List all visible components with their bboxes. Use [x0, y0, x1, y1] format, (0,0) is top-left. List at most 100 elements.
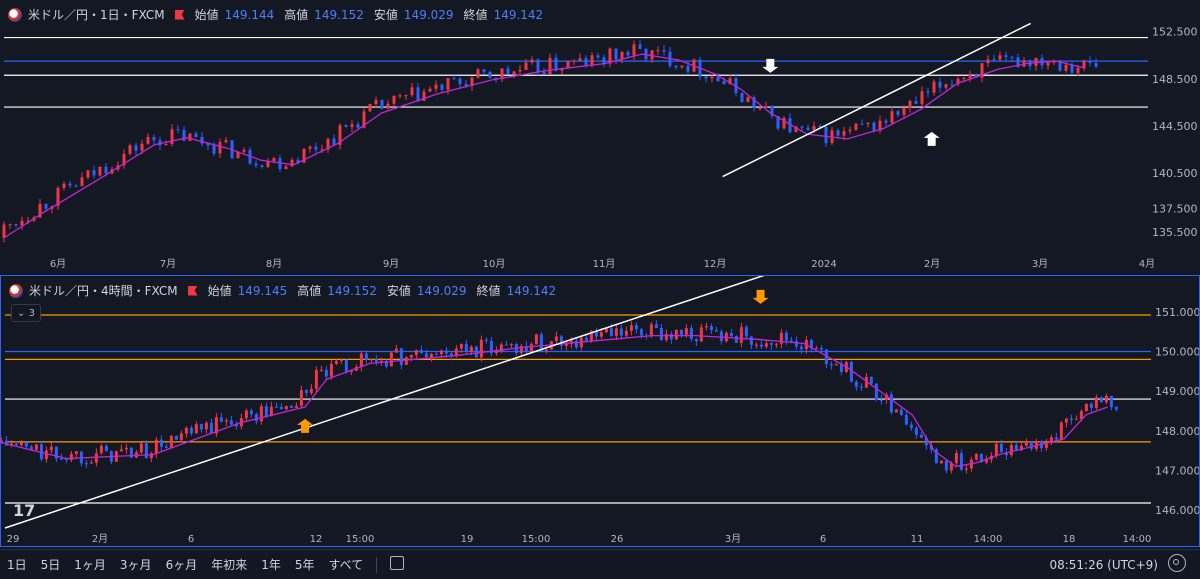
candle-body	[729, 333, 733, 337]
x-tick-label: 7月	[160, 258, 176, 270]
candle-body	[284, 405, 288, 410]
candle-body	[389, 352, 393, 367]
low-value: 149.029	[403, 7, 454, 22]
candle-body	[1004, 452, 1008, 456]
candle-body	[902, 107, 906, 115]
candle-body	[179, 433, 183, 440]
x-tick-label: 6	[820, 534, 826, 545]
candle-body	[169, 435, 173, 448]
candle-body	[614, 328, 618, 336]
candle-body	[164, 144, 168, 146]
candle-body	[4, 440, 8, 446]
candle-body	[274, 406, 278, 408]
candle-body	[548, 57, 552, 75]
candle-body	[464, 343, 468, 352]
candle-body	[800, 126, 804, 128]
candle-body	[829, 364, 833, 366]
range-3m[interactable]: 3ヶ月	[119, 558, 152, 572]
bottom-toolbar: 1日 5日 1ヶ月 3ヶ月 6ヶ月 年初来 1年 5年 すべて 08:51:26…	[0, 549, 1200, 579]
candle-body	[272, 158, 276, 161]
candle-body	[278, 158, 282, 170]
candle-body	[14, 224, 18, 226]
candle-body	[174, 435, 178, 440]
symbol-title[interactable]: 米ドル／円・4時間・FXCM	[29, 284, 178, 298]
candle-body	[494, 350, 498, 354]
close-label: 終値	[463, 8, 488, 22]
candle-body	[419, 350, 423, 354]
candle-body	[596, 55, 600, 58]
candle-body	[146, 136, 150, 144]
candle-body	[339, 360, 343, 362]
candle-body	[1059, 422, 1063, 440]
range-1d[interactable]: 1日	[7, 558, 27, 572]
candle-body	[869, 376, 873, 384]
range-1m[interactable]: 1ヶ月	[74, 558, 106, 572]
4h-chart-panel[interactable]: 151.000 150.000 149.000 148.000 147.000 146.0…	[0, 275, 1200, 547]
candle-body	[614, 48, 618, 60]
candle-body	[244, 410, 248, 419]
candle-body	[56, 187, 60, 206]
compare-icon[interactable]	[383, 556, 411, 573]
candle-body	[69, 453, 73, 461]
candle-body	[959, 453, 963, 470]
candle-body	[474, 346, 478, 358]
4h-legend: 米ドル／円・4時間・FXCM 始値 149.145 高値 149.152 安値 149…	[9, 282, 560, 299]
candle-body	[1094, 397, 1098, 408]
x-tick-label: 2月	[924, 258, 940, 270]
arrow-up-icon	[297, 418, 314, 433]
candle-body	[619, 328, 623, 336]
candle-body	[536, 59, 540, 72]
candle-body	[836, 130, 840, 136]
range-6m[interactable]: 6ヶ月	[165, 558, 198, 572]
candle-body	[680, 65, 684, 68]
candle-body	[684, 328, 688, 335]
candle-body	[1094, 62, 1098, 67]
candle-body	[584, 337, 588, 341]
candle-body	[602, 57, 606, 64]
candle-body	[214, 417, 218, 434]
candle-body	[64, 459, 68, 461]
candle-body	[714, 330, 718, 332]
candle-body	[572, 60, 576, 62]
candle-body	[229, 420, 233, 425]
range-ytd[interactable]: 年初来	[211, 558, 248, 572]
range-5y[interactable]: 5年	[294, 558, 315, 572]
candle-body	[260, 165, 264, 167]
candle-body	[529, 344, 533, 352]
candle-body	[59, 458, 63, 460]
candle-body	[290, 159, 294, 167]
candle-body	[704, 326, 708, 328]
candle-body	[194, 424, 198, 434]
candle-body	[992, 59, 996, 61]
candle-body	[834, 364, 838, 366]
candle-body	[694, 339, 698, 342]
range-all[interactable]: すべて	[328, 558, 364, 572]
candle-body	[489, 340, 493, 354]
candle-body	[294, 405, 298, 408]
candle-body	[68, 183, 72, 186]
x-tick-label: 26	[611, 534, 624, 545]
candle-body	[539, 334, 543, 351]
candle-body	[249, 410, 253, 415]
candle-body	[449, 353, 453, 356]
candle-body	[689, 328, 693, 340]
candle-body	[746, 97, 750, 102]
daily-chart-panel[interactable]: 152.500 148.500 144.500 140.500 137.500 135.5…	[0, 0, 1200, 272]
candle-body	[470, 77, 474, 87]
candle-body	[399, 348, 403, 365]
daily-chart-canvas[interactable]: 152.500 148.500 144.500 140.500 137.500 135.5…	[0, 0, 1200, 272]
settings-icon[interactable]	[1168, 554, 1186, 572]
candle-body	[379, 360, 383, 363]
candle-body	[626, 52, 630, 56]
candle-body	[824, 349, 828, 365]
indicator-toggle[interactable]: ⌄ 3	[11, 304, 41, 322]
x-tick-label: 8月	[266, 258, 282, 270]
candle-body	[656, 50, 660, 52]
candle-body	[384, 360, 388, 367]
4h-chart-canvas[interactable]: 151.000 150.000 149.000 148.000 147.000 146.0…	[1, 276, 1199, 546]
range-1y[interactable]: 1年	[261, 558, 281, 572]
candle-body	[176, 129, 180, 131]
clock[interactable]: 08:51:26 (UTC+9)	[1049, 558, 1158, 572]
range-5d[interactable]: 5日	[40, 558, 61, 572]
symbol-title[interactable]: 米ドル／円・1日・FXCM	[28, 8, 165, 22]
